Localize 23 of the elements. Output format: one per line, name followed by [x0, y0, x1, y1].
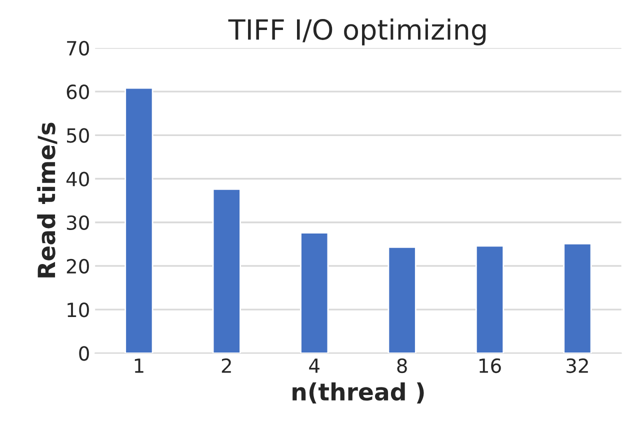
x-tick-label: 16 [480, 358, 501, 374]
bar [475, 245, 504, 354]
bar [300, 232, 329, 354]
y-tick-label: 40 [66, 172, 89, 186]
y-tick-label: 60 [66, 84, 89, 100]
x-tick-label: 4 [309, 358, 320, 373]
y-tick-label: 10 [68, 302, 89, 318]
x-tick-label: 1 [134, 358, 144, 373]
y-tick-label: 0 [79, 346, 89, 361]
bar [563, 243, 592, 354]
y-tick-label: 20 [66, 258, 89, 274]
bar [388, 246, 416, 354]
chart-title: TIFF I/O optimizing [228, 18, 486, 46]
y-axis-title: Read time/s [37, 122, 58, 278]
y-tick-label: 30 [66, 215, 89, 230]
x-axis-title: n(thread ) [292, 382, 424, 404]
x-tick-label: 8 [397, 358, 407, 374]
bar [212, 188, 241, 354]
y-tick-label: 50 [66, 128, 89, 143]
bar [124, 87, 154, 354]
y-tick-label: 70 [67, 40, 89, 56]
x-tick-label: 2 [222, 358, 231, 373]
x-tick-label: 32 [566, 358, 588, 374]
